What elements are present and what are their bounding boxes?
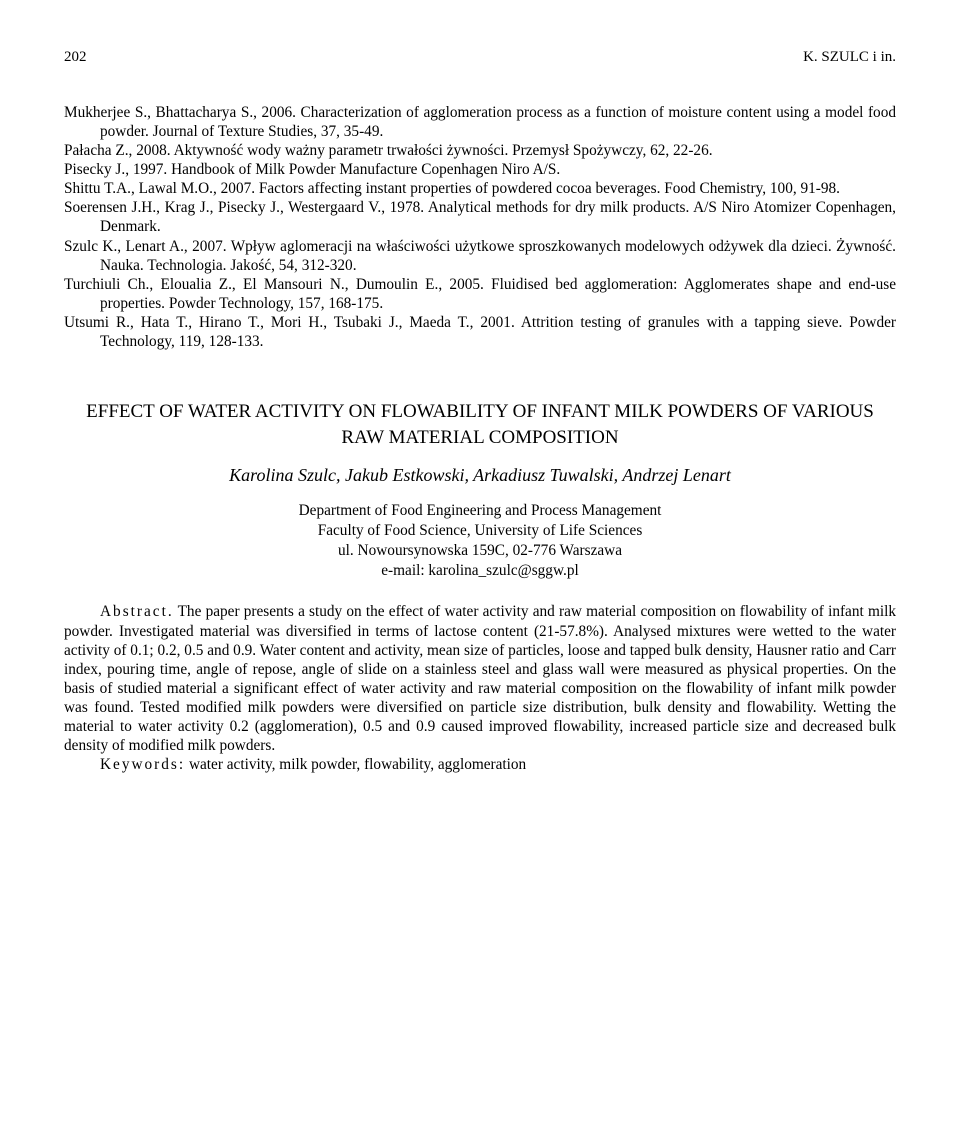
affiliation-line: Faculty of Food Science, University of L… [64,521,896,541]
reference-entry: Shittu T.A., Lawal M.O., 2007. Factors a… [64,179,896,198]
references-block: Mukherjee S., Bhattacharya S., 2006. Cha… [64,103,896,351]
article-affiliation: Department of Food Engineering and Proce… [64,501,896,581]
abstract-text: The paper presents a study on the effect… [64,603,896,754]
article-header: EFFECT OF WATER ACTIVITY ON FLOWABILITY … [64,399,896,580]
abstract-paragraph: Abstract. The paper presents a study on … [64,602,896,755]
reference-entry: Pisecky J., 1997. Handbook of Milk Powde… [64,160,896,179]
abstract-label: Abstract. [100,603,174,620]
reference-entry: Mukherjee S., Bhattacharya S., 2006. Cha… [64,103,896,141]
page-header: 202 K. SZULC i in. [64,48,896,67]
affiliation-line: Department of Food Engineering and Proce… [64,501,896,521]
running-head: K. SZULC i in. [803,48,896,67]
affiliation-line: e-mail: karolina_szulc@sggw.pl [64,561,896,581]
reference-entry: Turchiuli Ch., Eloualia Z., El Mansouri … [64,275,896,313]
reference-entry: Szulc K., Lenart A., 2007. Wpływ aglomer… [64,237,896,275]
article-authors: Karolina Szulc, Jakub Estkowski, Arkadiu… [64,464,896,487]
page-number: 202 [64,48,87,67]
keywords-paragraph: Keywords: water activity, milk powder, f… [64,755,896,774]
reference-entry: Pałacha Z., 2008. Aktywność wody ważny p… [64,141,896,160]
keywords-label: Keywords: [100,756,185,773]
keywords-text: water activity, milk powder, flowability… [185,756,526,773]
abstract-block: Abstract. The paper presents a study on … [64,602,896,774]
article-title: EFFECT OF WATER ACTIVITY ON FLOWABILITY … [64,399,896,450]
reference-entry: Utsumi R., Hata T., Hirano T., Mori H., … [64,313,896,351]
reference-entry: Soerensen J.H., Krag J., Pisecky J., Wes… [64,198,896,236]
affiliation-line: ul. Nowoursynowska 159C, 02-776 Warszawa [64,541,896,561]
